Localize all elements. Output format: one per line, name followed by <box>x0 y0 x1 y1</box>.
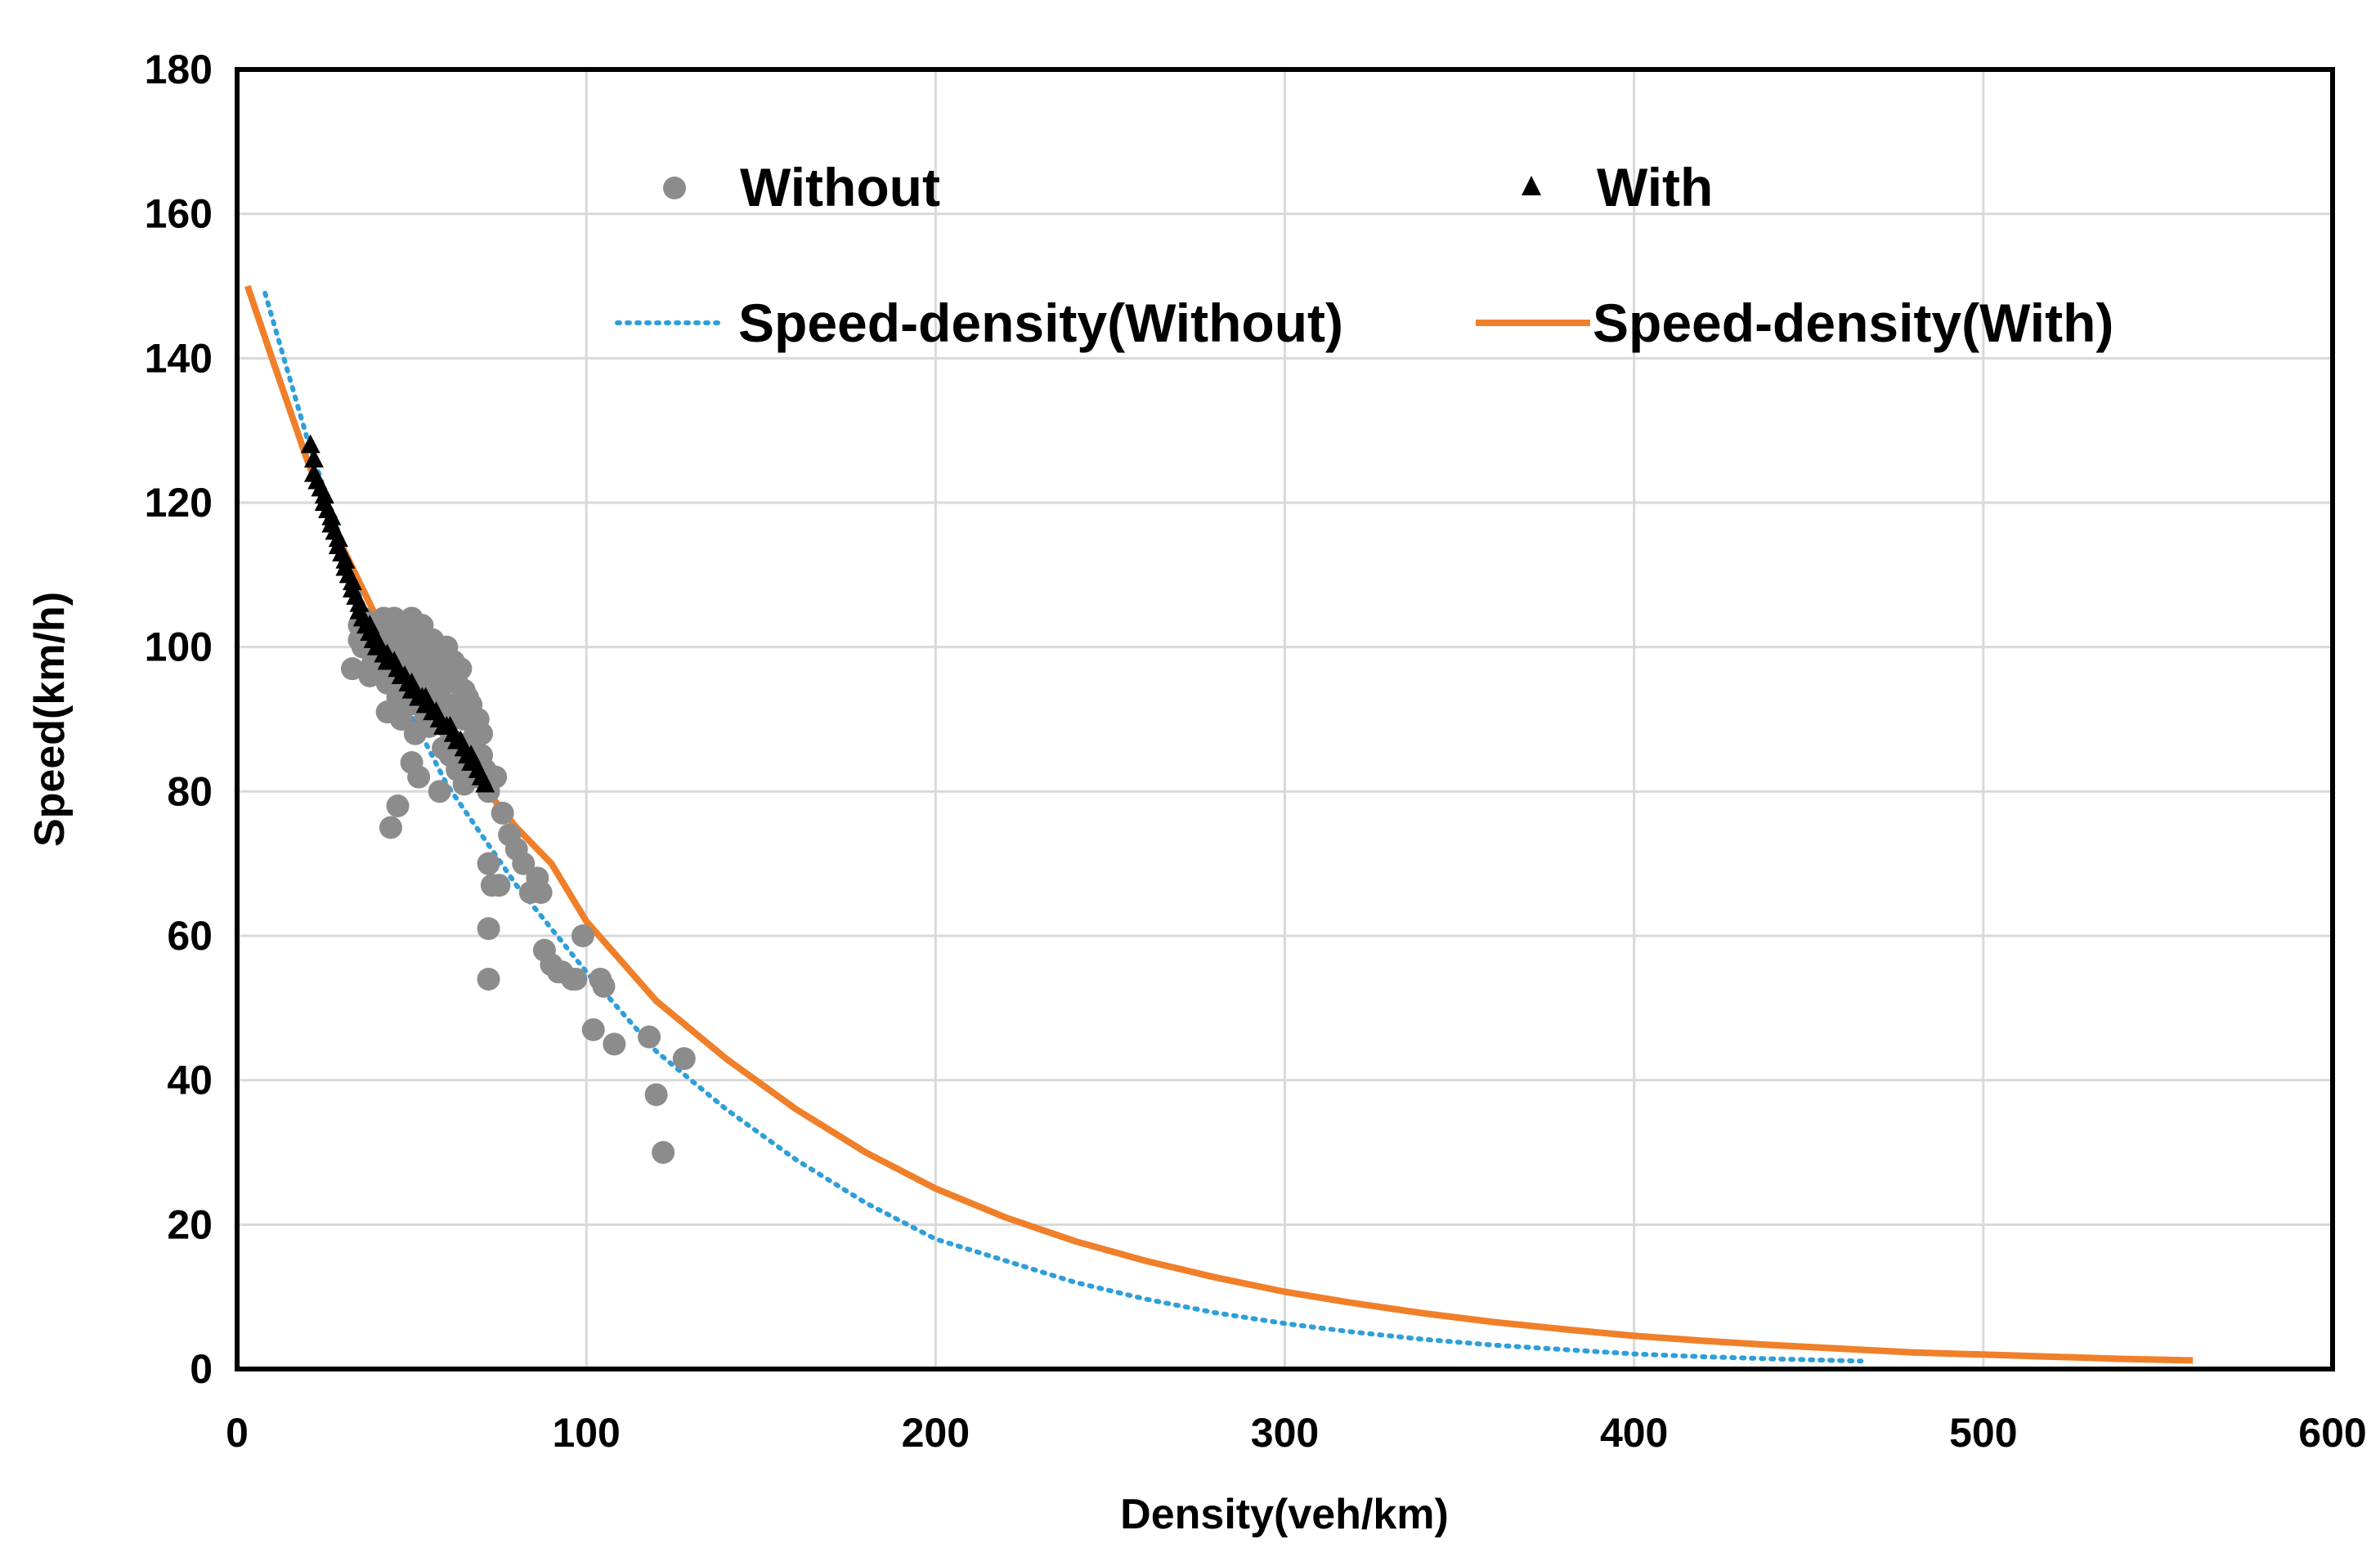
y-tick-label: 60 <box>167 913 213 959</box>
legend-label-with: With <box>1597 157 1713 217</box>
y-tick-label: 0 <box>190 1346 213 1392</box>
y-tick-label: 20 <box>167 1201 213 1247</box>
without-point <box>603 1032 626 1056</box>
x-axis-title: Density(veh/km) <box>1120 1491 1449 1538</box>
x-tick-label: 300 <box>1251 1410 1319 1456</box>
with-point <box>300 434 320 454</box>
without-point <box>452 772 476 796</box>
with-point <box>303 449 324 468</box>
without-point <box>487 874 511 897</box>
y-tick-label: 140 <box>145 335 213 381</box>
x-tick-label: 100 <box>552 1410 620 1456</box>
without-point <box>477 968 500 991</box>
without-point <box>672 1047 696 1071</box>
legend-item-speed-density-without: Speed-density(Without) <box>615 293 1343 353</box>
y-tick-label: 40 <box>167 1058 213 1103</box>
legend-item-without: Without <box>663 157 940 217</box>
legend-item-speed-density-with: Speed-density(With) <box>1476 293 2113 353</box>
fit-line-speed-density-without <box>262 290 1864 1364</box>
legend-marker-with <box>1522 176 1541 195</box>
without-point <box>477 917 500 941</box>
without-point <box>389 708 413 731</box>
without-point <box>491 801 514 825</box>
without-point <box>644 1083 668 1107</box>
without-point <box>407 765 431 789</box>
y-tick-label: 160 <box>145 191 213 237</box>
x-tick-label: 200 <box>902 1410 970 1456</box>
without-point <box>571 924 594 947</box>
without-point <box>449 657 473 681</box>
without-point <box>638 1025 661 1049</box>
legend-item-with: With <box>1522 157 1713 217</box>
without-point <box>386 794 410 817</box>
y-axis-tick-labels: 0 20 40 60 80 100 120 140 160 180 <box>145 47 213 1392</box>
without-point <box>589 968 612 991</box>
without-point <box>546 960 570 984</box>
x-axis-tick-labels: 0 100 200 300 400 500 600 <box>226 1410 2367 1456</box>
without-point <box>340 657 364 681</box>
y-tick-label: 80 <box>167 768 213 814</box>
with-point <box>475 773 495 793</box>
without-point <box>428 780 451 803</box>
y-axis-title: Speed(km/h) <box>26 592 74 847</box>
without-point <box>477 852 500 875</box>
y-tick-label: 100 <box>145 624 213 670</box>
without-point <box>564 968 588 991</box>
x-tick-label: 400 <box>1600 1410 1668 1456</box>
without-point <box>581 1018 605 1041</box>
y-tick-label: 180 <box>145 47 213 92</box>
x-tick-label: 0 <box>226 1410 249 1456</box>
without-point <box>512 852 536 875</box>
without-point <box>379 816 402 839</box>
legend-label-without: Without <box>740 157 940 217</box>
x-tick-label: 500 <box>1949 1410 2017 1456</box>
plot-area-frame <box>235 67 2335 1371</box>
series-with-points <box>300 434 495 793</box>
legend-marker-without <box>663 177 686 199</box>
legend-label-speed-density-with: Speed-density(With) <box>1593 293 2113 353</box>
legend: Without With Speed-density(Without) Spee… <box>615 157 2113 353</box>
x-tick-label: 600 <box>2298 1410 2366 1456</box>
without-point <box>652 1141 675 1164</box>
series-speed-density-without <box>262 290 1864 1364</box>
without-point <box>470 722 494 745</box>
legend-label-speed-density-without: Speed-density(Without) <box>738 293 1343 353</box>
y-tick-label: 120 <box>145 480 213 526</box>
without-point <box>529 881 553 904</box>
